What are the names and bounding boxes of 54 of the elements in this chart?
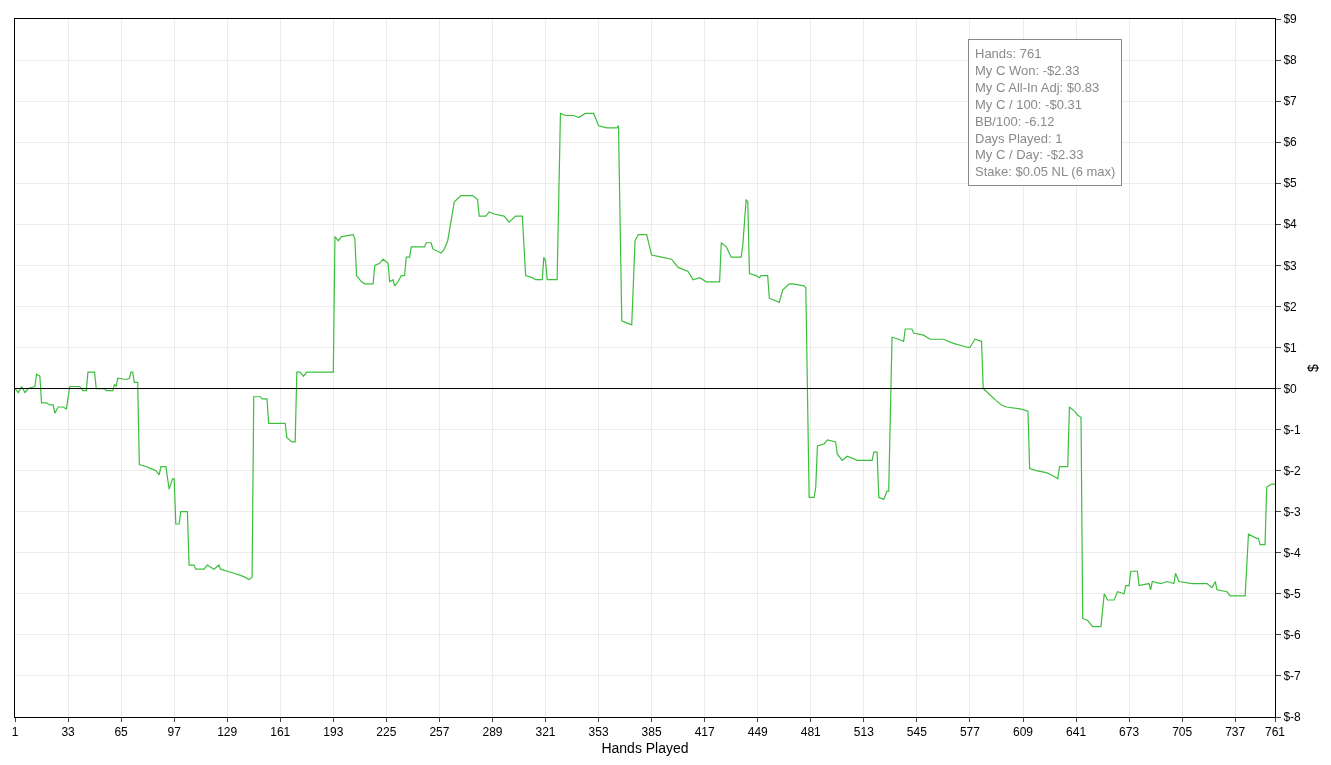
- x-tick-label: 353: [588, 725, 609, 740]
- y-tick-label: $3: [1283, 258, 1298, 273]
- x-tick-label: 761: [1264, 725, 1286, 740]
- x-tick-label: 737: [1225, 725, 1246, 740]
- x-tick-label: 513: [853, 725, 875, 740]
- annotation: BB/100: -6.12: [975, 113, 1055, 129]
- y-tick-label: $-8: [1283, 710, 1302, 725]
- y-tick-label: $-1: [1283, 422, 1302, 437]
- y-tick-label: $2: [1283, 299, 1298, 314]
- annotation: My C All-In Adj: $0.83: [975, 79, 1100, 95]
- x-tick-label: 705: [1172, 725, 1193, 740]
- annotation: My C / 100: -$0.31: [975, 96, 1082, 112]
- x-tick-label: 65: [114, 725, 129, 740]
- y-tick-label: $6: [1283, 135, 1298, 150]
- y-tick-label: $-2: [1283, 463, 1302, 478]
- x-tick-label: 481: [800, 725, 822, 740]
- x-tick-label: 161: [270, 725, 291, 740]
- x-tick-label: 673: [1119, 725, 1140, 740]
- x-tick-label: 257: [429, 725, 450, 740]
- x-tick-label: 1: [11, 725, 19, 740]
- x-tick-label: 577: [959, 725, 981, 740]
- x-tick-label: 225: [376, 725, 397, 740]
- x-tick-label: 129: [217, 725, 238, 740]
- x-tick-label: 449: [747, 725, 769, 740]
- x-tick-label: 97: [167, 725, 182, 740]
- x-tick-label: 385: [641, 725, 662, 740]
- annotation: My C Won: -$2.33: [975, 62, 1080, 78]
- y-tick-label: $0: [1283, 381, 1298, 396]
- annotation: Stake: $0.05 NL (6 max): [975, 164, 1116, 180]
- y-tick-label: $5: [1283, 176, 1298, 191]
- y-tick-label: $-6: [1283, 628, 1302, 643]
- x-tick-label: 417: [694, 725, 716, 740]
- x-tick-label: 545: [906, 725, 928, 740]
- y-tick-label: $-4: [1283, 545, 1302, 560]
- y-tick-label: $4: [1283, 217, 1298, 232]
- x-tick-label: 609: [1012, 725, 1034, 740]
- y-tick-label: $9: [1283, 12, 1298, 27]
- x-axis-title: Hands Played: [601, 739, 689, 756]
- x-tick-label: 193: [323, 725, 344, 740]
- annotation: My C / Day: -$2.33: [975, 147, 1084, 163]
- x-tick-label: 641: [1066, 725, 1087, 740]
- annotation: Hands: 761: [975, 46, 1042, 61]
- y-axis-title: $: [1305, 363, 1322, 372]
- x-tick-label: 33: [61, 725, 76, 740]
- y-tick-label: $-7: [1283, 669, 1302, 684]
- y-tick-label: $-5: [1283, 587, 1302, 602]
- x-tick-label: 289: [482, 725, 503, 740]
- line-series: [15, 112, 1275, 628]
- annotation: Days Played: 1: [975, 130, 1063, 146]
- y-tick-label: $8: [1283, 53, 1298, 68]
- x-tick-label: 321: [535, 725, 556, 740]
- y-tick-label: $7: [1283, 94, 1298, 109]
- y-tick-label: $1: [1283, 340, 1298, 355]
- y-tick-label: $-3: [1283, 504, 1302, 519]
